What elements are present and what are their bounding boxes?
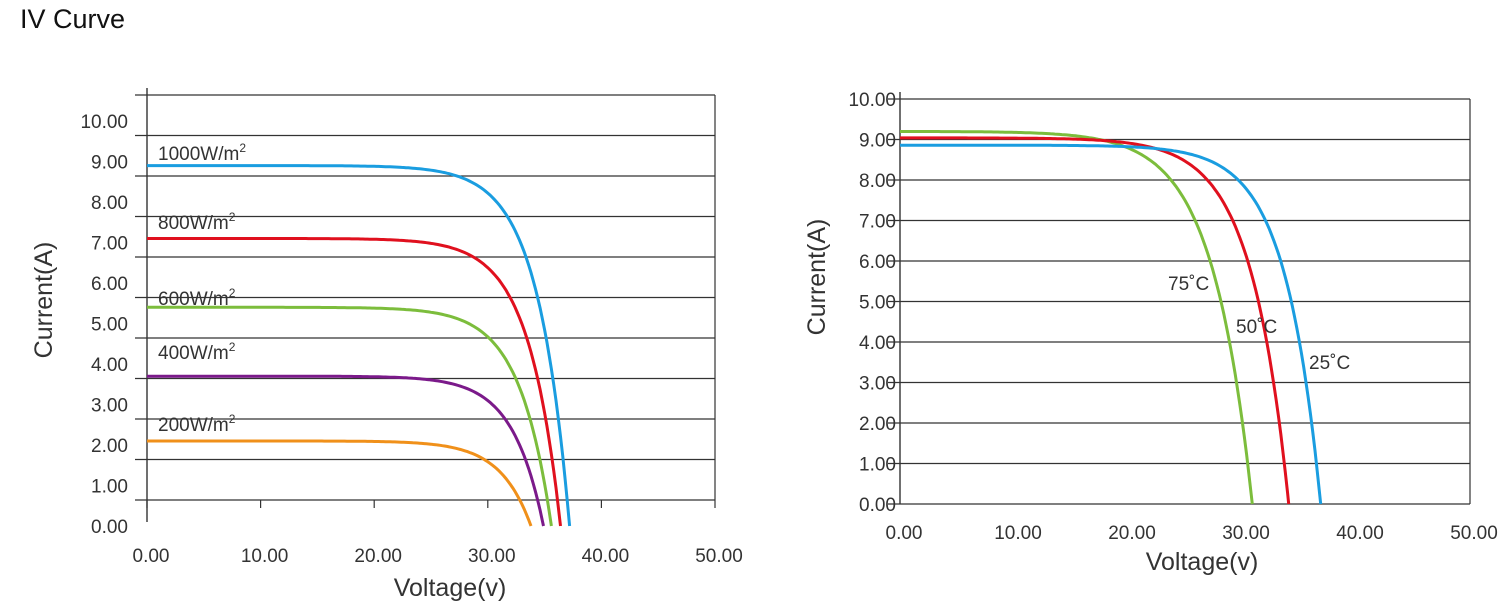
y-tick-label: 7.00 [859, 212, 896, 233]
series-line-1 [147, 164, 572, 527]
series-label: 400W/m2 [158, 340, 236, 364]
x-tick-label: 40.00 [1336, 523, 1384, 544]
x-tick-label: 30.00 [1222, 523, 1270, 544]
iv-chart-1: 0.00 10.00 20.00 30.00 40.00 50.00 0.00 1.00 2.0… [30, 88, 743, 602]
y-tick-label: 10.00 [848, 90, 896, 111]
y-axis-title: Current(A) [803, 219, 831, 336]
series-line-4 [147, 374, 545, 527]
y-tick-label: 7.00 [91, 234, 128, 255]
x-tick-label: 10.00 [994, 523, 1042, 544]
series-line-1 [900, 130, 1254, 505]
series-label-superscript: 2 [229, 286, 236, 300]
series-label-text: 1000W/m [158, 144, 239, 165]
y-tick-label: 6.00 [91, 274, 128, 295]
series-label: 25˚C [1309, 353, 1350, 374]
series-line-5 [147, 439, 533, 527]
page-title: IV Curve [20, 4, 126, 34]
series-label: 200W/m2 [158, 412, 236, 436]
x-tick-label: 20.00 [354, 546, 402, 567]
series-label-text: 600W/m [158, 289, 229, 310]
series-label-superscript: 2 [229, 210, 236, 224]
y-tick-label: 1.00 [91, 477, 128, 498]
x-axis-title: Voltage(v) [394, 574, 507, 602]
y-tick-label: 0.00 [859, 495, 896, 516]
x-tick-label: 0.00 [133, 546, 170, 567]
y-tick-label: 1.00 [859, 455, 896, 476]
series-label-superscript: 2 [239, 141, 246, 155]
series-label: 50˚C [1236, 317, 1277, 338]
y-tick-label: 3.00 [91, 396, 128, 417]
x-tick-label: 50.00 [695, 546, 743, 567]
series-label-text: 800W/m [158, 213, 229, 234]
x-tick-label: 10.00 [241, 546, 289, 567]
x-tick-label: 50.00 [1450, 523, 1498, 544]
series-label-text: 200W/m [158, 415, 229, 436]
y-tick-label: 8.00 [859, 171, 896, 192]
series-label: 75˚C [1168, 274, 1209, 295]
x-tick-label: 30.00 [468, 546, 516, 567]
y-tick-label: 4.00 [859, 333, 896, 354]
y-tick-label: 4.00 [91, 355, 128, 376]
y-tick-label: 5.00 [91, 315, 128, 336]
y-tick-label: 9.00 [859, 131, 896, 152]
y-tick-label: 6.00 [859, 252, 896, 273]
series-label-text: 400W/m [158, 343, 229, 364]
series-label-superscript: 2 [229, 340, 236, 354]
y-tick-label: 5.00 [859, 293, 896, 314]
series-line-3 [900, 143, 1323, 505]
y-tick-label: 10.00 [80, 112, 128, 133]
series-label: 800W/m2 [158, 210, 236, 234]
y-tick-label: 0.00 [91, 517, 128, 538]
series-label-superscript: 2 [229, 412, 236, 426]
y-tick-label: 8.00 [91, 193, 128, 214]
series-line-2 [147, 237, 562, 527]
y-tick-label: 9.00 [91, 153, 128, 174]
y-tick-label: 3.00 [859, 374, 896, 395]
y-tick-label: 2.00 [91, 436, 128, 457]
y-tick-label: 2.00 [859, 414, 896, 435]
x-tick-label: 0.00 [886, 523, 923, 544]
series-line-3 [147, 305, 553, 527]
y-axis-title: Current(A) [30, 242, 58, 359]
series-line-2 [900, 136, 1291, 505]
series-label: 600W/m2 [158, 286, 236, 310]
x-tick-label: 20.00 [1108, 523, 1156, 544]
iv-chart-2: 0.00 10.00 20.00 30.00 40.00 50.00 0.00 1.00 2.0… [803, 90, 1498, 576]
series-label: 1000W/m2 [158, 141, 246, 165]
x-axis-title: Voltage(v) [1146, 548, 1259, 576]
x-tick-label: 40.00 [582, 546, 630, 567]
